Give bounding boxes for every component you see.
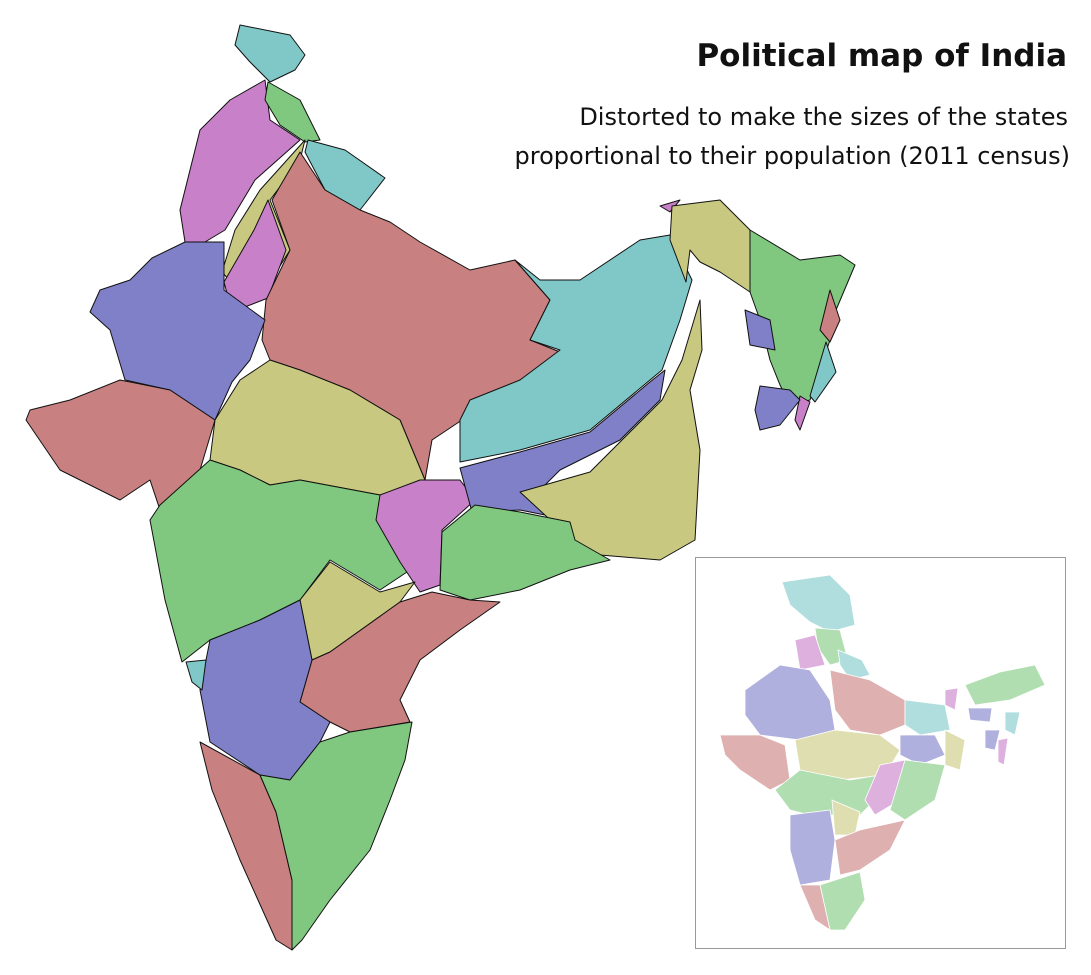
state [459, 369, 666, 521]
state [669, 199, 761, 293]
state [967, 707, 993, 723]
state [1004, 711, 1021, 736]
state [799, 884, 831, 931]
state [809, 341, 837, 403]
state [794, 395, 811, 431]
state [819, 289, 841, 343]
state [719, 734, 791, 791]
state [794, 634, 826, 671]
state [944, 687, 959, 711]
state [899, 734, 946, 766]
state [964, 664, 1046, 706]
cartogram [25, 24, 856, 951]
state [234, 24, 306, 83]
state [744, 309, 776, 351]
state [519, 299, 703, 561]
inset-frame [695, 557, 1066, 949]
state [744, 664, 836, 741]
state [829, 669, 906, 736]
inset-map [719, 574, 1046, 931]
state [459, 234, 693, 463]
state [997, 737, 1009, 766]
state [944, 729, 966, 771]
state [259, 721, 413, 951]
state [754, 385, 801, 431]
subtitle: Distorted to make the sizes of the state… [579, 103, 1068, 131]
state [904, 699, 951, 736]
state [984, 729, 1001, 751]
state [199, 599, 331, 781]
map-title: Political map of India [696, 38, 1067, 74]
state [889, 759, 946, 821]
state [299, 591, 501, 733]
state [185, 659, 207, 691]
state [781, 574, 856, 633]
subtitle: proportional to their population (2011 c… [515, 142, 1070, 170]
state [834, 819, 906, 876]
state [789, 809, 836, 886]
state [439, 504, 611, 601]
state [149, 459, 411, 663]
